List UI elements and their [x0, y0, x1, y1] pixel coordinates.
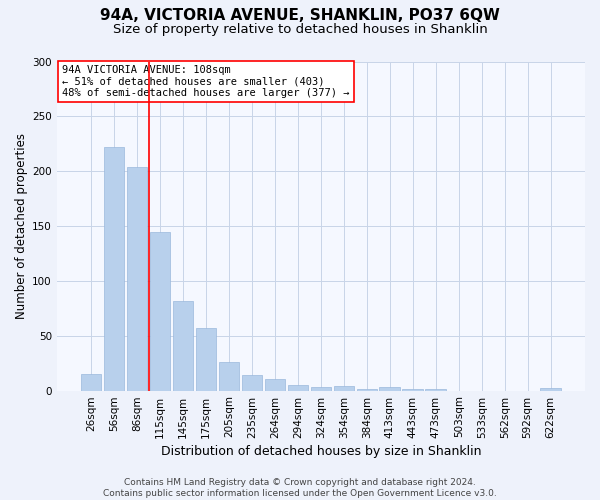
Bar	[287, 385, 308, 390]
Bar	[150, 232, 170, 390]
Text: Size of property relative to detached houses in Shanklin: Size of property relative to detached ho…	[113, 22, 487, 36]
Text: 94A, VICTORIA AVENUE, SHANKLIN, PO37 6QW: 94A, VICTORIA AVENUE, SHANKLIN, PO37 6QW	[100, 8, 500, 22]
Bar	[242, 375, 262, 390]
Bar	[541, 388, 561, 390]
Bar	[311, 388, 331, 390]
Bar	[173, 300, 193, 390]
Text: Contains HM Land Registry data © Crown copyright and database right 2024.
Contai: Contains HM Land Registry data © Crown c…	[103, 478, 497, 498]
Text: 94A VICTORIA AVENUE: 108sqm
← 51% of detached houses are smaller (403)
48% of se: 94A VICTORIA AVENUE: 108sqm ← 51% of det…	[62, 65, 350, 98]
Bar	[81, 374, 101, 390]
Bar	[218, 362, 239, 390]
X-axis label: Distribution of detached houses by size in Shanklin: Distribution of detached houses by size …	[161, 444, 481, 458]
Bar	[104, 147, 124, 390]
Y-axis label: Number of detached properties: Number of detached properties	[15, 133, 28, 319]
Bar	[127, 167, 148, 390]
Bar	[334, 386, 354, 390]
Bar	[265, 378, 285, 390]
Bar	[379, 388, 400, 390]
Bar	[196, 328, 217, 390]
